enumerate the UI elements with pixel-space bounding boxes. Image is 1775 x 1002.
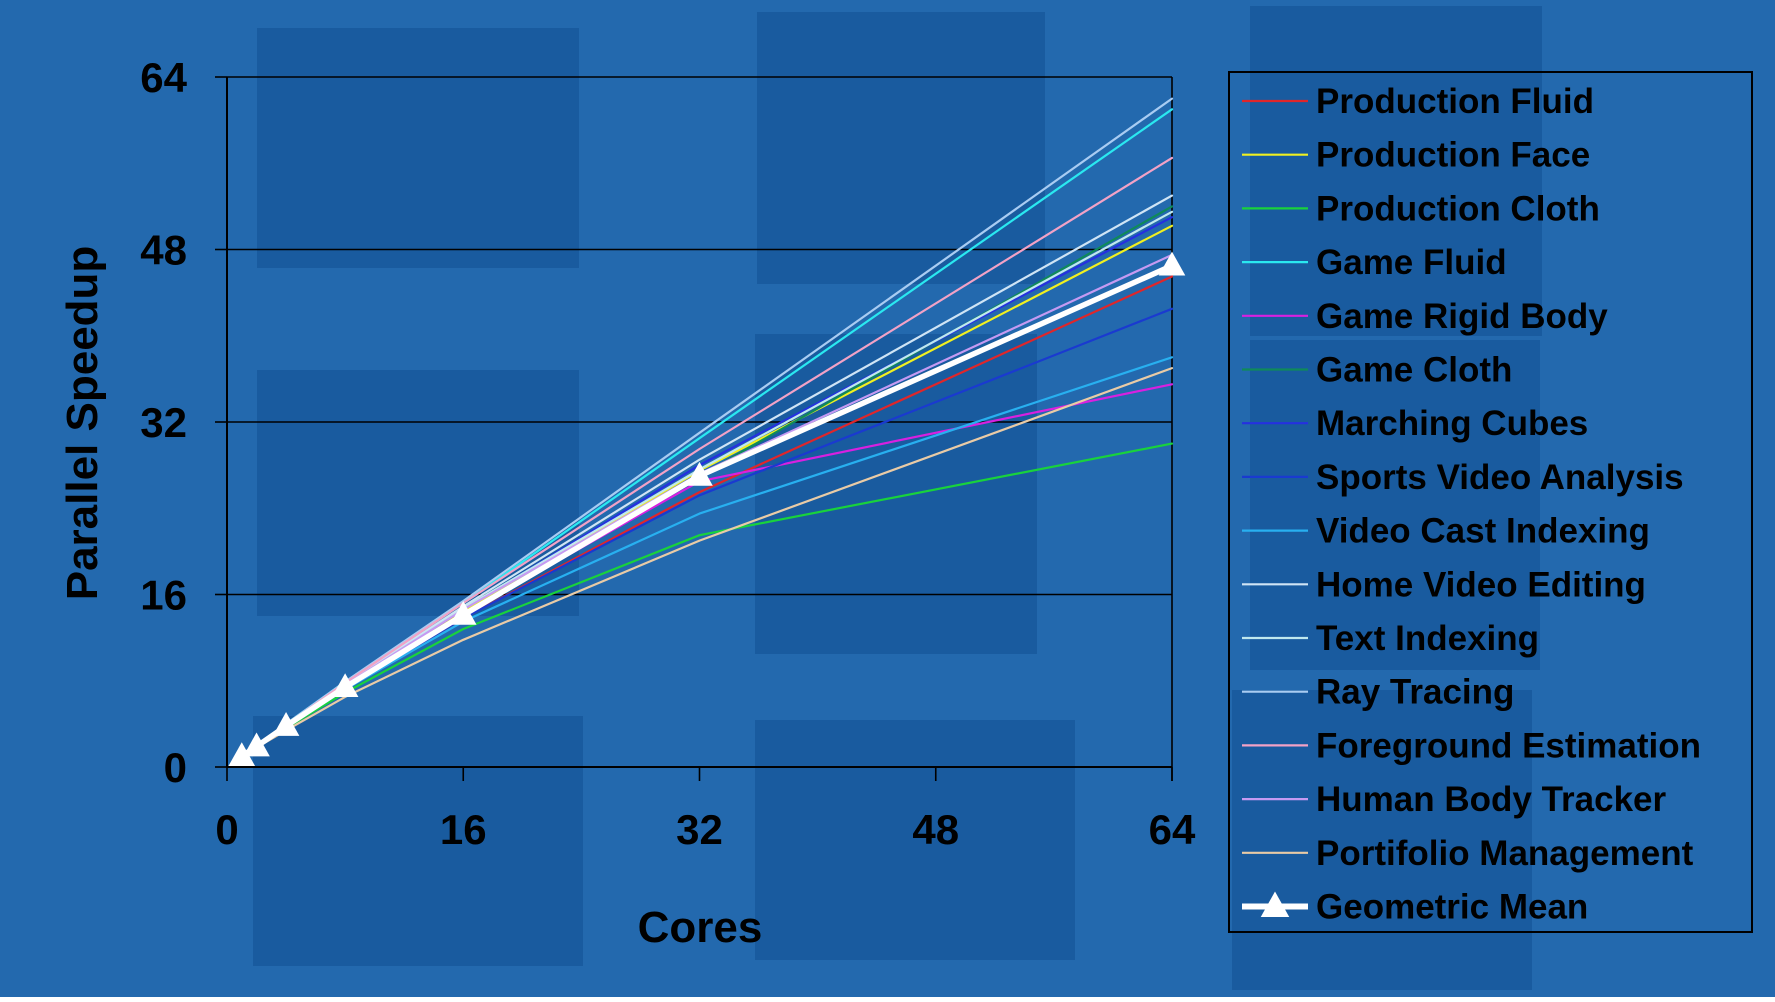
y-tick-label: 16 <box>140 572 187 619</box>
x-tick-labels: 0 16 32 48 64 <box>215 767 1196 853</box>
legend-label: Game Cloth <box>1316 351 1512 390</box>
legend-label: Video Cast Indexing <box>1316 512 1650 551</box>
legend-label: Portifolio Management <box>1316 834 1694 873</box>
x-axis-title: Cores <box>638 903 763 952</box>
mean-marker <box>228 742 256 767</box>
y-tick-label: 0 <box>164 744 187 791</box>
legend: Production Fluid Production Face Productio… <box>1228 71 1753 933</box>
x-tick-label: 0 <box>215 806 238 853</box>
legend-label: Sports Video Analysis <box>1316 458 1684 497</box>
background-panel <box>1250 6 1542 336</box>
legend-label: Production Face <box>1316 136 1590 175</box>
y-tick-label: 32 <box>140 399 187 446</box>
legend-label: Marching Cubes <box>1316 404 1588 443</box>
mean-marker <box>331 673 359 698</box>
legend-label: Ray Tracing <box>1316 673 1514 712</box>
legend-marker <box>1260 891 1290 917</box>
legend-label: Game Fluid <box>1316 243 1507 282</box>
legend-label: Production Cloth <box>1316 189 1600 228</box>
background-panel <box>257 28 579 268</box>
background-panel <box>257 370 579 616</box>
legend-label: Game Rigid Body <box>1316 297 1608 336</box>
x-tick-label: 32 <box>676 806 723 853</box>
mean-marker <box>243 732 270 757</box>
y-axis-title: Parallel Speedup <box>58 246 107 601</box>
background-panel <box>1250 340 1540 670</box>
background-panel <box>1232 690 1532 990</box>
background-photo-panels <box>253 6 1542 990</box>
mean-markers <box>228 251 1186 767</box>
legend-label: Home Video Editing <box>1316 565 1646 604</box>
y-tick-label: 48 <box>140 227 187 274</box>
horizontal-gridlines <box>227 76 1172 596</box>
y-tick-label: 64 <box>140 54 187 101</box>
legend-label: Foreground Estimation <box>1316 726 1701 765</box>
x-tick-label: 64 <box>1149 806 1196 853</box>
legend-box <box>1228 71 1753 933</box>
mean-marker <box>1158 251 1186 276</box>
background-panel <box>755 720 1075 960</box>
y-tick-labels: 0 16 32 48 64 <box>140 54 227 791</box>
background-panel <box>757 12 1045 284</box>
legend-label: Geometric Mean <box>1316 888 1588 927</box>
legend-label: Production Fluid <box>1316 82 1594 121</box>
mean-marker <box>686 461 713 486</box>
legend-label: Text Indexing <box>1316 619 1539 658</box>
legend-label: Human Body Tracker <box>1316 780 1666 819</box>
mean-marker <box>449 600 477 625</box>
background-panel <box>253 716 583 966</box>
x-tick-label: 16 <box>440 806 487 853</box>
mean-marker <box>272 712 300 736</box>
x-tick-label: 48 <box>912 806 959 853</box>
